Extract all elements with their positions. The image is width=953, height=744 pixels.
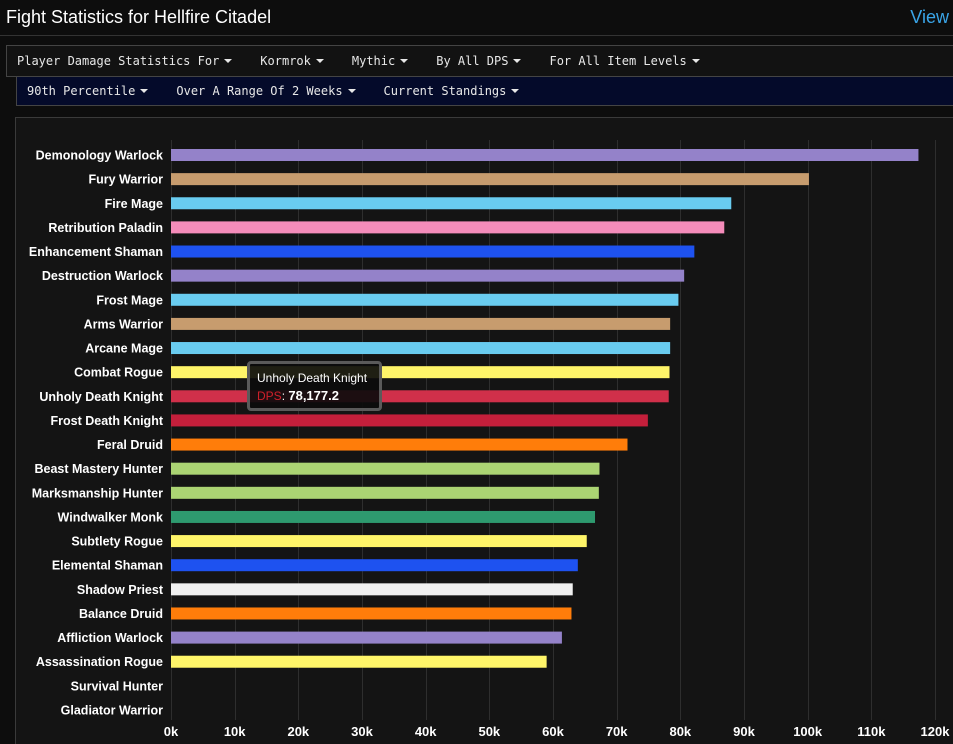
x-tick-label: 40k xyxy=(415,724,437,739)
boss-dropdown[interactable]: Kormrok xyxy=(260,54,324,68)
caret-down-icon xyxy=(511,89,520,93)
tooltip-value: 78,177.2 xyxy=(288,388,339,403)
category-label: Elemental Shaman xyxy=(52,559,163,573)
difficulty-label: Mythic xyxy=(351,54,396,68)
category-label: Feral Druid xyxy=(97,438,163,452)
x-tick-label: 110k xyxy=(857,724,886,739)
category-label: Destruction Warlock xyxy=(42,269,163,283)
category-label: Fire Mage xyxy=(105,197,163,211)
x-tick-label: 20k xyxy=(287,724,309,739)
bar[interactable] xyxy=(171,366,670,379)
x-tick-label: 10k xyxy=(224,724,246,739)
difficulty-dropdown[interactable]: Mythic xyxy=(351,54,409,68)
bar[interactable] xyxy=(171,583,573,596)
chart-tooltip: Unholy Death Knight DPS: 78,177.2 xyxy=(247,361,382,411)
bar[interactable] xyxy=(171,197,732,210)
time-range-dropdown[interactable]: Over A Range Of 2 Weeks xyxy=(176,84,356,98)
bar[interactable] xyxy=(171,173,809,186)
percentile-dropdown[interactable]: 90th Percentile xyxy=(27,84,149,98)
caret-down-icon xyxy=(224,59,233,63)
category-label: Shadow Priest xyxy=(77,583,164,597)
x-tick-label: 100k xyxy=(793,724,823,739)
role-dropdown[interactable]: By All DPS xyxy=(436,54,522,68)
category-label: Combat Rogue xyxy=(74,366,163,380)
caret-down-icon xyxy=(347,89,356,93)
category-label: Unholy Death Knight xyxy=(39,390,163,404)
filter-bar-primary: Player Damage Statistics For Kormrok Myt… xyxy=(6,45,953,77)
bar[interactable] xyxy=(171,655,547,668)
bar[interactable] xyxy=(171,535,587,548)
statistics-type-dropdown[interactable]: Player Damage Statistics For xyxy=(17,54,233,68)
tooltip-title: Unholy Death Knight xyxy=(257,371,368,385)
boss-label: Kormrok xyxy=(260,54,311,68)
item-level-label: For All Item Levels xyxy=(549,54,687,68)
bar[interactable] xyxy=(171,510,596,523)
bar[interactable] xyxy=(171,486,599,499)
bar[interactable] xyxy=(171,245,695,258)
bar[interactable] xyxy=(171,317,671,330)
bar[interactable] xyxy=(171,607,572,620)
tooltip-value-line: DPS: 78,177.2 xyxy=(257,388,339,403)
filter-bar-secondary: 90th Percentile Over A Range Of 2 Weeks … xyxy=(16,77,953,106)
bar[interactable] xyxy=(171,438,628,451)
standings-dropdown[interactable]: Current Standings xyxy=(384,84,520,98)
category-label: Frost Mage xyxy=(96,293,163,307)
x-tick-label: 60k xyxy=(542,724,564,739)
category-label: Subtlety Rogue xyxy=(71,535,163,549)
time-range-label: Over A Range Of 2 Weeks xyxy=(176,84,343,98)
bar[interactable] xyxy=(171,414,648,427)
x-tick-label: 70k xyxy=(606,724,628,739)
x-tick-label: 30k xyxy=(351,724,373,739)
category-label: Survival Hunter xyxy=(71,679,164,693)
category-label: Enhancement Shaman xyxy=(29,245,163,259)
category-label: Retribution Paladin xyxy=(48,221,163,235)
standings-label: Current Standings xyxy=(383,84,507,98)
statistics-type-label: Player Damage Statistics For xyxy=(17,54,220,68)
category-label: Fury Warrior xyxy=(88,173,163,187)
caret-down-icon xyxy=(140,89,149,93)
bar[interactable] xyxy=(171,390,669,403)
bar[interactable] xyxy=(171,631,562,644)
bar[interactable] xyxy=(171,149,919,161)
x-tick-label: 90k xyxy=(733,724,755,739)
category-label: Assassination Rogue xyxy=(36,655,163,669)
caret-down-icon xyxy=(400,59,409,63)
bar[interactable] xyxy=(171,342,671,355)
category-label: Arcane Mage xyxy=(85,342,163,356)
caret-down-icon xyxy=(691,59,700,63)
x-tick-label: 50k xyxy=(478,724,500,739)
category-label: Demonology Warlock xyxy=(36,149,163,163)
view-link[interactable]: View xyxy=(910,7,949,27)
bar[interactable] xyxy=(171,293,679,306)
category-label: Arms Warrior xyxy=(84,317,164,331)
tooltip-metric-label: DPS xyxy=(257,389,282,403)
category-label: Marksmanship Hunter xyxy=(32,486,163,500)
role-label: By All DPS xyxy=(436,54,509,68)
percentile-label: 90th Percentile xyxy=(27,84,136,98)
x-tick-label: 0k xyxy=(164,724,179,739)
category-label: Affliction Warlock xyxy=(57,631,163,645)
caret-down-icon xyxy=(315,59,324,63)
bar[interactable] xyxy=(171,462,600,475)
category-label: Balance Druid xyxy=(79,607,163,621)
x-tick-label: 80k xyxy=(669,724,691,739)
category-label: Beast Mastery Hunter xyxy=(34,462,163,476)
category-label: Frost Death Knight xyxy=(51,414,164,428)
title-bar: Fight Statistics for Hellfire Citadel Vi… xyxy=(0,0,953,36)
category-label: Gladiator Warrior xyxy=(61,703,163,717)
bar[interactable] xyxy=(171,221,725,234)
bar[interactable] xyxy=(171,559,578,572)
page-title: Fight Statistics for Hellfire Citadel xyxy=(6,7,272,27)
caret-down-icon xyxy=(513,59,522,63)
category-label: Windwalker Monk xyxy=(58,510,164,524)
x-tick-label: 120k xyxy=(921,724,951,739)
item-level-dropdown[interactable]: For All Item Levels xyxy=(549,54,700,68)
bar[interactable] xyxy=(171,269,685,282)
